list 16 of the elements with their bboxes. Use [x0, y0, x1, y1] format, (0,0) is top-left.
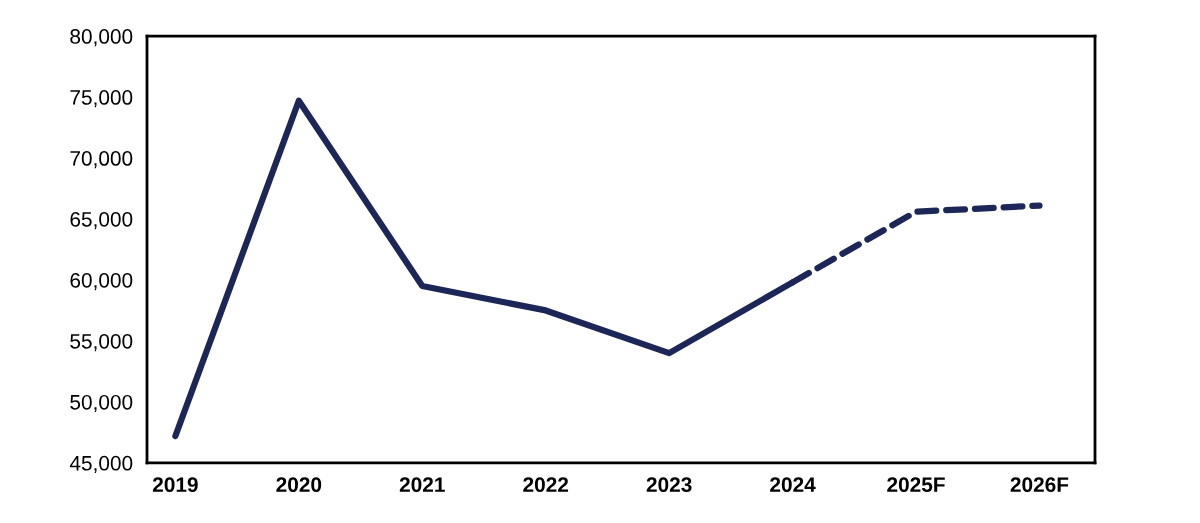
y-tick-label: 60,000	[70, 272, 133, 291]
x-tick-label: 2020	[276, 477, 322, 493]
y-tick-label: 55,000	[70, 333, 133, 352]
y-tick-label: 45,000	[69, 455, 133, 474]
y-tick-label: 65,000	[70, 211, 133, 230]
y-tick-label: 70,000	[70, 151, 133, 169]
x-tick-label: 2022	[523, 477, 569, 493]
x-tick-label: 2026F	[1010, 477, 1069, 493]
x-tick-label: 2021	[399, 477, 445, 493]
x-tick-label: 2023	[646, 477, 692, 493]
x-tick-label: 2024	[770, 477, 816, 493]
y-tick-label: 50,000	[70, 394, 133, 413]
y-tick-label: 75,000	[70, 90, 133, 108]
x-tick-label: 2025F	[887, 477, 945, 493]
x-tick-label: 2019	[152, 477, 198, 493]
y-tick-label: 80,000	[70, 29, 133, 47]
